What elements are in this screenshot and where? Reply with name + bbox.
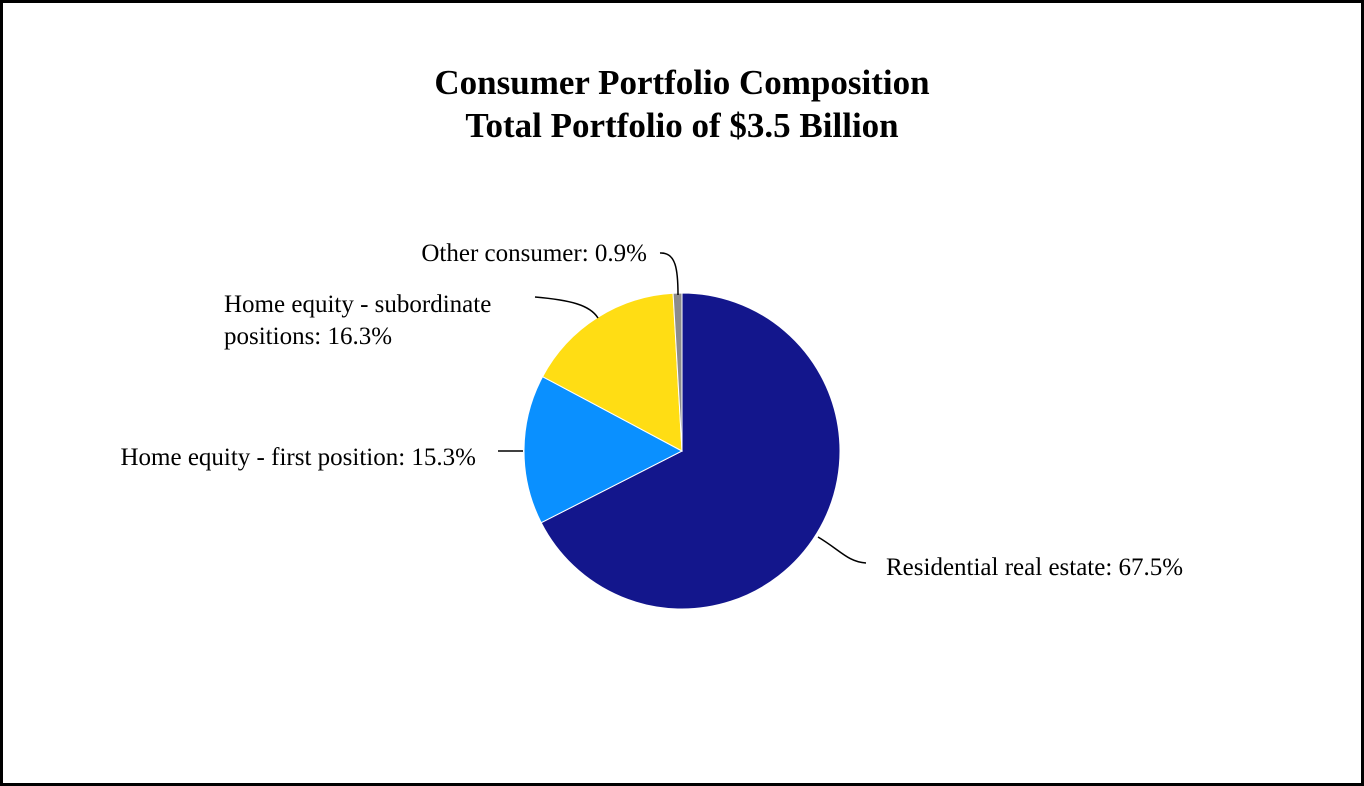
pie-slice-residential-real-estate xyxy=(540,292,841,610)
leader-line-other-consumer xyxy=(659,252,679,296)
leader-line-home-equity-subordinate-positions xyxy=(534,296,599,319)
data-label-line: Other consumer: 0.9% xyxy=(421,240,647,267)
chart-title-line-2: Total Portfolio of $3.5 Billion xyxy=(465,106,899,145)
data-label-line: Home equity - subordinate xyxy=(224,291,491,318)
data-label-line: positions: 16.3% xyxy=(224,323,392,350)
data-label-residential-real-estate: Residential real estate: 67.5% xyxy=(886,554,1183,581)
data-label-other-consumer: Other consumer: 0.9% xyxy=(421,240,647,267)
data-label-home-equity-subordinate-positions: Home equity - subordinate positions: 16.3… xyxy=(224,291,491,350)
data-label-line: Residential real estate: 67.5% xyxy=(886,554,1183,581)
data-label-home-equity-first-position: Home equity - first position: 15.3% xyxy=(120,444,476,471)
chart-title-line-1: Consumer Portfolio Composition xyxy=(434,63,930,102)
chart-title: Consumer Portfolio Composition Total Por… xyxy=(3,61,1361,147)
leader-line-residential-real-estate xyxy=(817,536,867,564)
data-label-line: Home equity - first position: 15.3% xyxy=(120,444,476,471)
pie-slice-home-equity-first-position xyxy=(523,375,684,524)
pie-slice-home-equity-subordinate-positions xyxy=(541,292,683,452)
